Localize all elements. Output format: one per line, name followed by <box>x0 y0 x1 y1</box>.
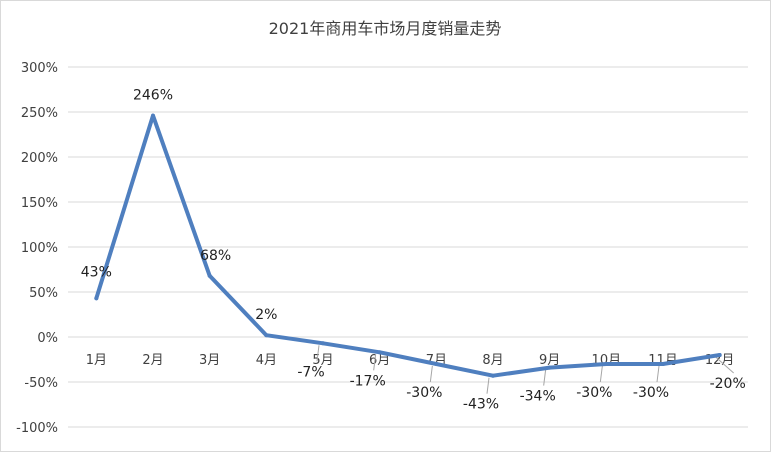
y-tick-label: 200% <box>21 151 58 166</box>
data-label: 2% <box>255 307 277 323</box>
data-point <box>661 362 665 366</box>
x-category-label: 9月 <box>539 353 560 368</box>
leader-line <box>715 356 734 374</box>
data-label: -34% <box>520 389 556 405</box>
y-tick-label: 300% <box>21 61 58 76</box>
leader-line <box>316 345 320 362</box>
x-category-label: 8月 <box>482 353 503 368</box>
leader-line <box>543 369 547 386</box>
data-label: -17% <box>350 373 386 389</box>
y-tick-label: 50% <box>29 286 58 301</box>
data-point <box>207 273 212 278</box>
data-label: -20% <box>710 376 746 392</box>
y-tick-label: -50% <box>24 376 58 391</box>
leader-line <box>599 365 603 383</box>
y-axis-ticks: 300% 250% 200% 150% 100% 50% 0% -50% -100% <box>16 61 58 436</box>
gridlines <box>68 66 748 428</box>
data-label: -30% <box>406 385 442 401</box>
series-line-group <box>94 113 722 378</box>
y-tick-label: 150% <box>21 196 58 211</box>
data-point <box>604 362 609 366</box>
data-point <box>321 341 325 346</box>
data-label: -30% <box>576 385 612 401</box>
leader-line <box>486 377 490 394</box>
leader-line <box>373 354 377 371</box>
data-point <box>547 365 552 370</box>
data-label: 246% <box>133 88 173 104</box>
x-category-label: 1月 <box>86 353 107 368</box>
data-label: 68% <box>200 248 231 264</box>
series-line <box>94 113 722 378</box>
y-tick-label: -100% <box>16 421 58 436</box>
data-label: -7% <box>297 364 324 380</box>
data-point <box>94 296 99 301</box>
y-tick-label: 100% <box>21 241 58 256</box>
leader-line <box>429 365 433 383</box>
x-category-label: 4月 <box>256 353 277 368</box>
y-tick-label: 0% <box>37 331 58 346</box>
x-category-label: 2月 <box>142 353 163 368</box>
data-label: 43% <box>81 264 112 280</box>
data-point <box>377 350 382 355</box>
data-labels: 43% 246% 68% 2% -7% -17% -30% -43% -34% -30% -30% -… <box>81 88 746 413</box>
data-point <box>717 353 722 357</box>
data-point <box>264 333 269 338</box>
data-point <box>434 362 439 366</box>
data-point <box>491 373 495 378</box>
data-label: -43% <box>463 397 499 413</box>
data-label: -30% <box>633 385 669 401</box>
leader-line <box>656 365 660 383</box>
y-tick-label: 250% <box>21 106 58 121</box>
chart-title: 2021年商用车市场月度销量走势 <box>269 19 502 38</box>
data-point <box>151 113 155 118</box>
data-label-leader-lines <box>316 345 734 394</box>
x-category-label: 3月 <box>199 353 220 368</box>
